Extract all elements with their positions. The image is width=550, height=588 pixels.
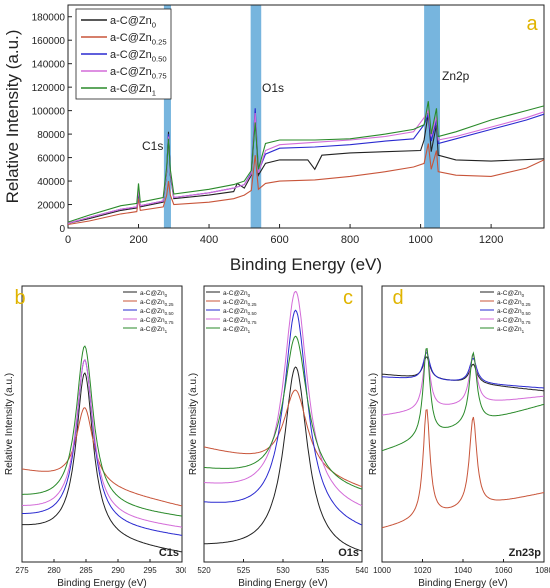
y-tick-label-a-6: 120000	[32, 83, 66, 94]
y-tick-label-a-0: 0	[59, 224, 65, 235]
x-tick-label-a-0: 0	[65, 234, 71, 246]
series-b-4	[22, 345, 183, 517]
region-label-b: C1s	[159, 547, 179, 559]
x-axis-label-a: Binding Energy (eV)	[230, 255, 382, 274]
series-c-3	[203, 290, 363, 507]
x-tick-label-a-2: 400	[200, 234, 218, 246]
annotation-c1s: C1s	[142, 139, 163, 153]
region-label-d: Zn23p	[509, 547, 542, 559]
legend-label-a-2: a-C@Zn0.50	[110, 49, 167, 63]
x-tick-label-b-3: 290	[111, 566, 125, 575]
panel-b-c1s-chart: 275280285290295300a-C@Zn0a-C@Zn0.25a-C@Z…	[4, 285, 186, 588]
legend-label-b-0: a-C@Zn0	[140, 290, 168, 298]
series-a-1	[67, 143, 545, 226]
y-axis-label-b: Relative Intensity (a.u.)	[4, 373, 15, 475]
panel-a-survey-chart: 0 200 400 600 800 1000 1200 0 20000 40000 60000 800…	[3, 4, 545, 274]
x-tick-label-c-3: 535	[316, 566, 330, 575]
panel-letter-b: b	[14, 287, 25, 309]
y-tick-label-a-9: 180000	[32, 13, 66, 24]
legend-label-a-0: a-C@Zn0	[110, 15, 156, 29]
x-tick-label-a-3: 600	[270, 234, 288, 246]
legend-label-c-2: a-C@Zn0.50	[223, 308, 257, 316]
series-d-1	[381, 409, 545, 529]
plot-frame-b	[21, 285, 183, 563]
legend-label-b-2: a-C@Zn0.50	[140, 308, 174, 316]
series-d-0	[381, 356, 545, 392]
x-tick-label-d-0: 1000	[373, 566, 391, 575]
panel-c-o1s-chart: 520 525 530 535 540a-C@Zn0a-C@Zn0.25a-C@Zn0.…	[188, 285, 368, 588]
series-c-1	[203, 389, 363, 488]
x-tick-label-b-4: 295	[143, 566, 157, 575]
series-b-1	[21, 407, 183, 507]
x-tick-label-a-1: 200	[129, 234, 147, 246]
panel-d-zn23p-chart: 10001020104010601080a-C@Zn0a-C@Zn0.25a-C…	[368, 285, 550, 588]
series-c-2	[203, 309, 363, 526]
series-a-4	[67, 101, 545, 223]
panel-letter-a: a	[526, 13, 538, 35]
x-tick-label-b-0: 275	[15, 566, 29, 575]
y-axis-label-d: Relative Intensity (a.u.)	[368, 373, 379, 475]
legend-label-d-3: a-C@Zn0.75	[497, 317, 531, 325]
legend-label-a-3: a-C@Zn0.75	[110, 66, 167, 80]
series-b-0	[22, 372, 183, 553]
x-tick-label-b-1: 280	[47, 566, 61, 575]
legend-label-b-4: a-C@Zn1	[140, 326, 168, 334]
legend-label-b-1: a-C@Zn0.25	[140, 299, 174, 307]
plot-frame-a	[67, 4, 545, 229]
legend-label-d-0: a-C@Zn0	[497, 290, 525, 298]
x-axis-label-b: Binding Energy (eV)	[57, 578, 147, 588]
x-tick-label-a-5: 1000	[408, 234, 432, 246]
legend-label-d-4: a-C@Zn1	[497, 326, 525, 334]
x-axis-label-d: Binding Energy (eV)	[418, 578, 508, 588]
legend-label-c-3: a-C@Zn0.75	[223, 317, 257, 325]
series-d-2	[381, 352, 545, 389]
x-tick-label-d-4: 1080	[535, 566, 550, 575]
x-tick-label-b-2: 285	[79, 566, 93, 575]
legend-label-d-2: a-C@Zn0.50	[497, 308, 531, 316]
x-tick-label-d-3: 1060	[495, 566, 513, 575]
legend-label-c-4: a-C@Zn1	[223, 326, 251, 334]
legend-label-a-1: a-C@Zn0.25	[110, 32, 167, 46]
x-tick-label-c-0: 520	[197, 566, 211, 575]
highlight-band-2	[424, 5, 440, 228]
series-c-4	[203, 335, 363, 490]
y-tick-label-a-1: 20000	[37, 201, 65, 212]
series-d-4	[381, 347, 545, 452]
y-axis-label-a: Relative Intensity (a.u.)	[3, 30, 22, 204]
legend-label-b-3: a-C@Zn0.75	[140, 317, 174, 325]
panel-letter-d: d	[392, 287, 403, 309]
y-tick-label-a-4: 80000	[37, 130, 65, 141]
series-c-0	[204, 366, 363, 552]
y-tick-label-a-8: 160000	[32, 36, 66, 47]
panel-letter-c: c	[343, 287, 353, 309]
y-tick-label-a-5: 100000	[32, 107, 66, 118]
legend-label-c-0: a-C@Zn0	[223, 290, 251, 298]
legend-label-a-4: a-C@Zn1	[110, 83, 156, 97]
x-tick-label-c-1: 525	[237, 566, 251, 575]
x-tick-label-c-4: 540	[355, 566, 368, 575]
legend-label-c-1: a-C@Zn0.25	[223, 299, 257, 307]
x-tick-label-d-2: 1040	[454, 566, 472, 575]
highlight-band-0	[163, 5, 171, 228]
x-tick-label-d-1: 1020	[414, 566, 432, 575]
series-b-2	[22, 358, 183, 536]
y-tick-label-a-2: 40000	[37, 177, 65, 188]
x-axis-label-c: Binding Energy (eV)	[238, 578, 328, 588]
series-b-3	[22, 359, 183, 528]
x-tick-label-b-5: 300	[175, 566, 186, 575]
annotation-o1s: O1s	[262, 81, 284, 95]
region-label-c: O1s	[338, 547, 359, 559]
series-d-3	[381, 349, 545, 416]
annotation-zn2p: Zn2p	[442, 69, 470, 83]
x-tick-label-a-6: 1200	[479, 234, 503, 246]
y-tick-label-a-7: 140000	[32, 60, 66, 71]
x-tick-label-c-2: 530	[276, 566, 290, 575]
y-tick-label-a-3: 60000	[37, 154, 65, 165]
y-axis-label-c: Relative Intensity (a.u.)	[188, 373, 199, 475]
x-tick-label-a-4: 800	[341, 234, 359, 246]
legend-label-d-1: a-C@Zn0.25	[497, 299, 531, 307]
